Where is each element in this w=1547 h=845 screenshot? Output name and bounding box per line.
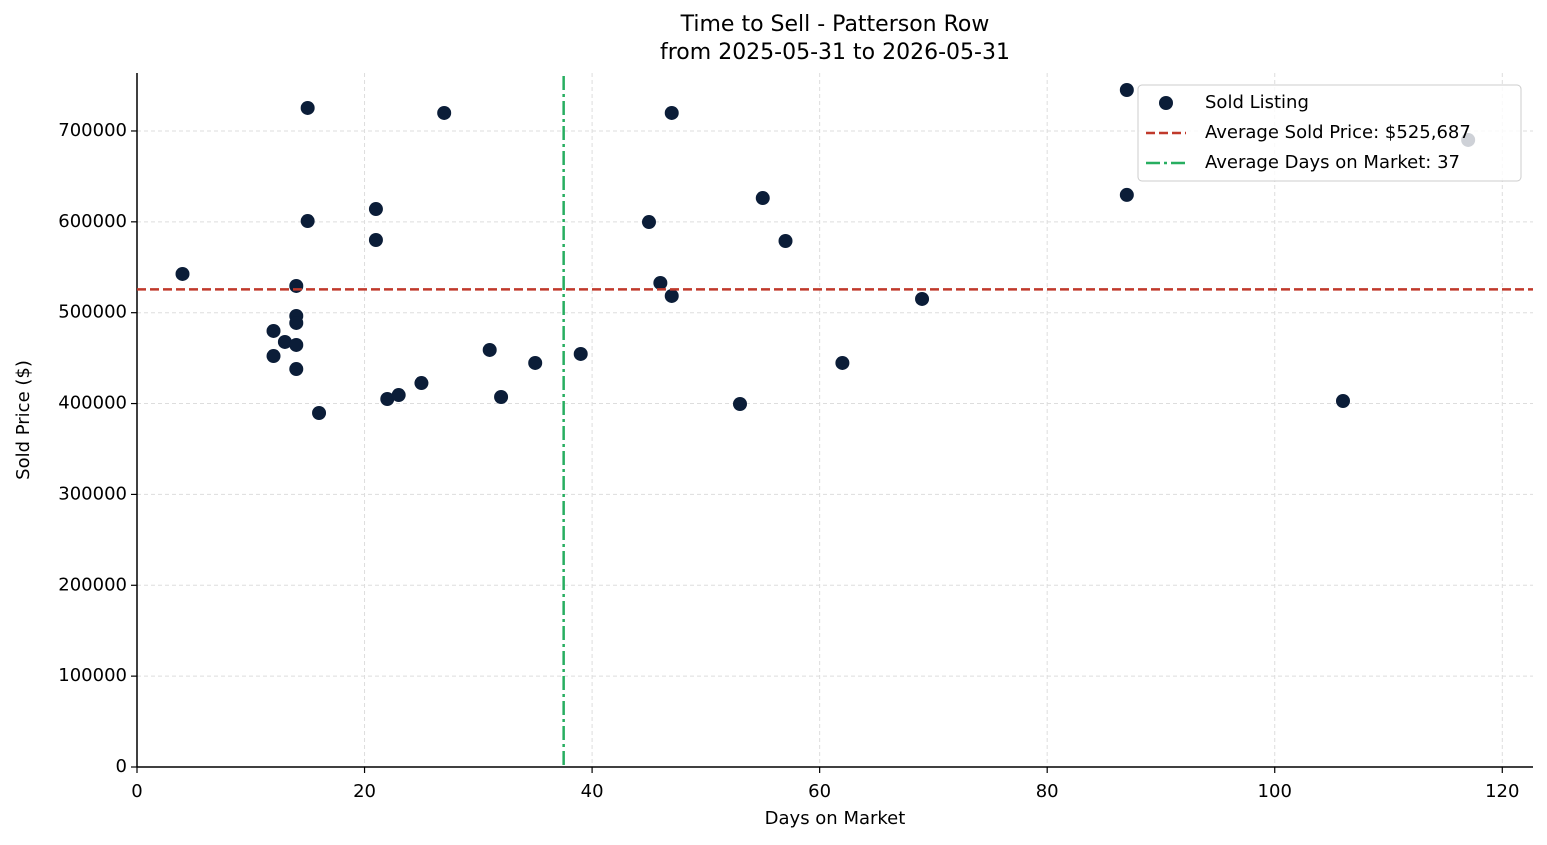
y-tick-label: 400000 bbox=[58, 393, 127, 414]
point bbox=[528, 355, 543, 370]
legend-label: Sold Listing bbox=[1205, 92, 1309, 113]
y-axis-label: Sold Price ($) bbox=[13, 360, 34, 480]
point bbox=[380, 392, 395, 407]
y-tick-label: 500000 bbox=[58, 302, 127, 323]
y-tick-label: 600000 bbox=[58, 211, 127, 232]
point bbox=[664, 105, 679, 120]
x-tick-label: 20 bbox=[353, 781, 376, 802]
point bbox=[778, 234, 793, 249]
y-tick-label: 700000 bbox=[58, 120, 127, 141]
point bbox=[277, 334, 292, 349]
point bbox=[573, 346, 588, 361]
point bbox=[1119, 82, 1134, 97]
x-tick-label: 60 bbox=[808, 781, 831, 802]
legend-marker bbox=[1159, 96, 1173, 110]
point bbox=[755, 191, 770, 206]
chart-subtitle: from 2025-05-31 to 2026-05-31 bbox=[660, 40, 1010, 65]
x-axis-label: Days on Market bbox=[765, 808, 906, 829]
point bbox=[494, 390, 509, 405]
point bbox=[732, 397, 747, 412]
point bbox=[266, 349, 281, 364]
point bbox=[835, 355, 850, 370]
point bbox=[289, 278, 304, 293]
x-tick-label: 120 bbox=[1485, 781, 1519, 802]
point bbox=[414, 376, 429, 391]
x-tick-label: 40 bbox=[581, 781, 604, 802]
y-tick-label: 100000 bbox=[58, 665, 127, 686]
x-tick-label: 80 bbox=[1036, 781, 1059, 802]
x-tick-label: 0 bbox=[131, 781, 142, 802]
point bbox=[915, 291, 930, 306]
legend-label: Average Days on Market: 37 bbox=[1205, 152, 1460, 173]
x-tick-label: 100 bbox=[1258, 781, 1292, 802]
legend-box bbox=[1137, 84, 1522, 182]
point bbox=[391, 388, 406, 403]
y-tick-label: 300000 bbox=[58, 483, 127, 504]
point bbox=[266, 323, 281, 338]
point bbox=[312, 406, 327, 421]
point bbox=[368, 233, 383, 248]
point bbox=[1335, 394, 1350, 409]
point bbox=[1119, 187, 1134, 202]
point bbox=[289, 362, 304, 377]
legend-label: Average Sold Price: $525,687 bbox=[1205, 122, 1471, 143]
y-tick-label: 200000 bbox=[58, 574, 127, 595]
point bbox=[175, 266, 190, 281]
point bbox=[437, 105, 452, 120]
point bbox=[289, 315, 304, 330]
point bbox=[482, 342, 497, 357]
point bbox=[300, 214, 315, 229]
point bbox=[300, 100, 315, 115]
point bbox=[664, 288, 679, 303]
point bbox=[289, 337, 304, 352]
y-tick-label: 0 bbox=[116, 756, 127, 777]
point bbox=[653, 275, 668, 290]
chart-title: Time to Sell - Patterson Row bbox=[680, 12, 990, 37]
point bbox=[368, 202, 383, 217]
point bbox=[641, 215, 656, 230]
